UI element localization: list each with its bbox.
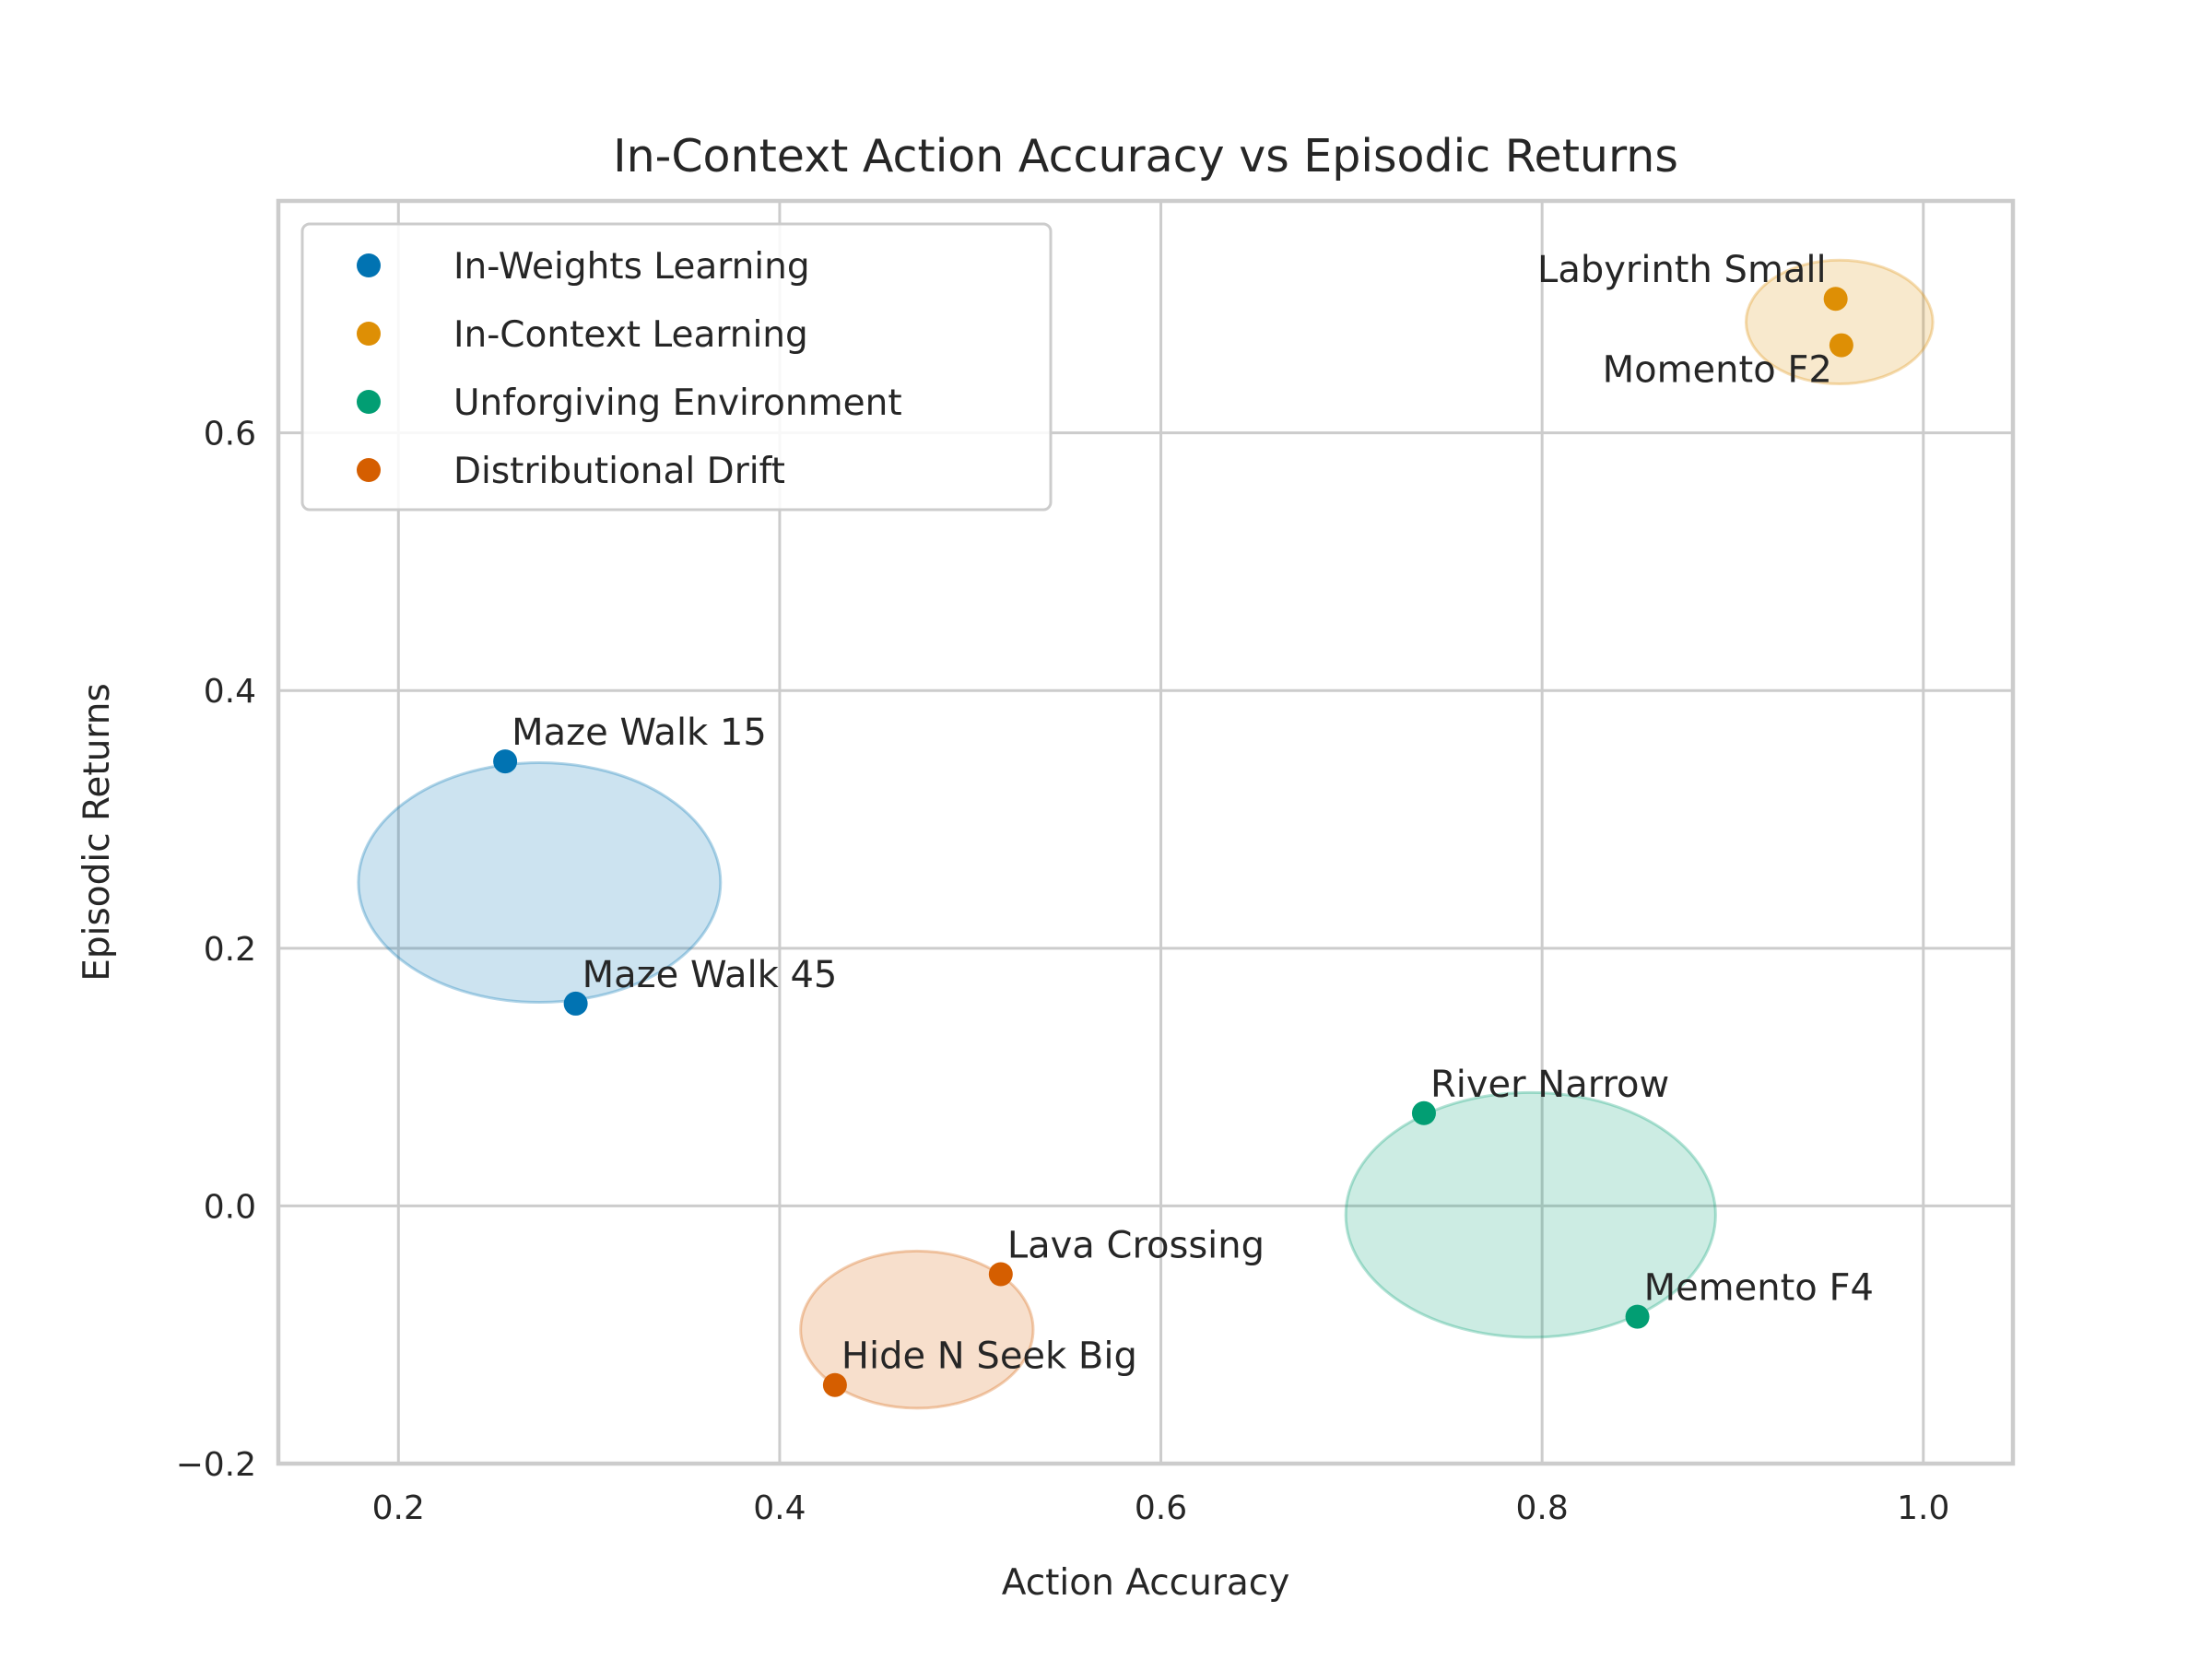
point-label: Maze Walk 15 [512, 712, 767, 754]
data-point [1411, 1100, 1436, 1125]
legend-label: Unforgiving Environment [453, 382, 902, 424]
y-tick-label: 0.2 [204, 931, 256, 969]
point-label: River Narrow [1430, 1064, 1669, 1106]
x-tick-label: 0.6 [1135, 1489, 1187, 1527]
data-point [493, 749, 518, 774]
x-tick-label: 0.2 [372, 1489, 425, 1527]
data-points [493, 287, 1853, 1397]
y-axis-label: Episodic Returns [76, 683, 118, 982]
group-ellipse [1344, 1090, 1717, 1339]
legend-box [300, 222, 1053, 512]
x-tick-label: 0.8 [1516, 1489, 1569, 1527]
point-label: Hide N Seek Big [841, 1335, 1137, 1378]
data-point [563, 991, 588, 1016]
data-point [1823, 287, 1848, 312]
group-ellipses [357, 258, 1935, 1410]
point-label: Momento F2 [1603, 349, 1832, 392]
x-tick-label: 1.0 [1897, 1489, 1949, 1527]
group-ellipse [1744, 258, 1935, 386]
data-point [988, 1262, 1013, 1287]
legend-label: Distributional Drift [453, 451, 785, 492]
data-point [1625, 1304, 1650, 1329]
point-label: Labyrinth Small [1537, 249, 1827, 291]
legend-entries: In-Weights Learning In-Context Learning Un… [357, 246, 902, 492]
tick-labels: 0.2 0.4 0.6 0.8 1.0 −0.2 0.0 0.2 0.4 0.6 [176, 416, 1950, 1527]
y-tick-label: −0.2 [176, 1446, 256, 1484]
y-tick-label: 0.0 [204, 1188, 256, 1226]
legend-marker [357, 253, 381, 277]
legend-marker [357, 458, 381, 482]
legend-label: In-Weights Learning [453, 246, 810, 288]
x-tick-label: 0.4 [753, 1489, 806, 1527]
point-label: Maze Walk 45 [582, 954, 838, 996]
point-label: Memento F4 [1644, 1267, 1874, 1310]
y-tick-label: 0.4 [204, 673, 256, 711]
plot-frame [276, 198, 2016, 1466]
y-tick-label: 0.6 [204, 416, 256, 453]
data-point [822, 1372, 847, 1397]
group-ellipse [357, 761, 723, 1005]
data-point [1829, 333, 1853, 358]
x-axis-label: Action Accuracy [1002, 1562, 1290, 1604]
legend: In-Weights Learning In-Context Learning Un… [300, 222, 1053, 512]
point-label: Lava Crossing [1007, 1225, 1265, 1267]
legend-marker [357, 322, 381, 346]
legend-marker [357, 390, 381, 414]
point-labels: Maze Walk 15 Maze Walk 45 Labyrinth Small M… [512, 249, 1874, 1377]
legend-label: In-Context Learning [453, 314, 808, 356]
chart-title: In-Context Action Accuracy vs Episodic R… [613, 130, 1678, 182]
group-ellipse [799, 1249, 1035, 1410]
